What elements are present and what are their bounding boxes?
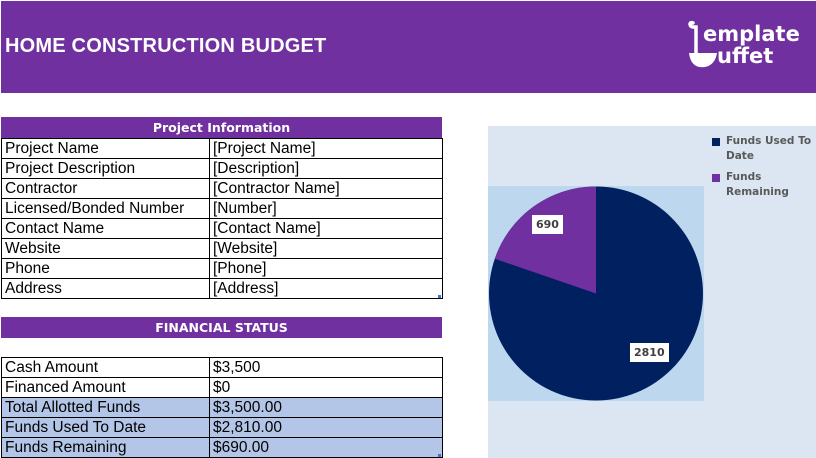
legend-item[interactable]: Funds Used To Date <box>712 134 816 164</box>
legend-label: Funds Remaining <box>726 171 789 198</box>
header-banner: HOME CONSTRUCTION BUDGET emplate uffet <box>1 1 816 93</box>
table-row: Phone [Phone] <box>1 258 443 279</box>
row-label: Funds Remaining <box>1 437 210 458</box>
row-label: Contractor <box>1 178 210 199</box>
row-value[interactable]: [Website] <box>209 238 443 259</box>
ladle-icon <box>688 20 717 68</box>
row-value[interactable]: [Contractor Name] <box>209 178 443 199</box>
row-label: Address <box>1 278 210 299</box>
row-value[interactable]: [Number] <box>209 198 443 219</box>
table-row: Total Allotted Funds $3,500.00 <box>1 397 443 418</box>
row-value[interactable]: $3,500 <box>209 357 443 378</box>
financial-status-header: FINANCIAL STATUS <box>1 317 442 338</box>
logo-line-1: emplate <box>703 22 800 46</box>
project-info-table: Project Name [Project Name] Project Descr… <box>1 138 443 299</box>
table-row: Contact Name [Contact Name] <box>1 218 443 239</box>
table-row: Project Name [Project Name] <box>1 138 443 159</box>
table-row: Financed Amount $0 <box>1 377 443 398</box>
row-label: Total Allotted Funds <box>1 397 210 418</box>
page-title: HOME CONSTRUCTION BUDGET <box>5 35 327 57</box>
table-resize-handle[interactable] <box>438 454 441 457</box>
row-label: Funds Used To Date <box>1 417 210 438</box>
row-value[interactable]: $3,500.00 <box>209 397 443 418</box>
table-row: Address [Address] <box>1 278 443 299</box>
financial-status-table: Cash Amount $3,500 Financed Amount $0 Tota… <box>1 357 443 458</box>
data-label-used: 2810 <box>630 343 669 362</box>
row-label: Financed Amount <box>1 377 210 398</box>
pie <box>489 186 703 401</box>
row-label: Cash Amount <box>1 357 210 378</box>
legend-label: Funds Used To Date <box>726 135 812 162</box>
table-row: Funds Remaining $690.00 <box>1 437 443 458</box>
project-info-header: Project Information <box>1 117 442 138</box>
row-value[interactable]: $690.00 <box>209 437 443 458</box>
row-value[interactable]: [Contact Name] <box>209 218 443 239</box>
row-value[interactable]: [Phone] <box>209 258 443 279</box>
row-value[interactable]: $2,810.00 <box>209 417 443 438</box>
row-value[interactable]: [Description] <box>209 158 443 179</box>
legend-swatch <box>712 138 720 146</box>
legend-item[interactable]: Funds Remaining <box>712 170 816 200</box>
chart-legend: Funds Used To Date Funds Remaining <box>712 134 816 206</box>
data-label-remaining: 690 <box>532 215 563 234</box>
row-label: Licensed/Bonded Number <box>1 198 210 219</box>
plot-area: 690 2810 <box>488 186 704 401</box>
row-value[interactable]: [Address] <box>209 278 443 299</box>
legend-swatch <box>712 174 720 182</box>
table-row: Funds Used To Date $2,810.00 <box>1 417 443 438</box>
funds-pie-chart[interactable]: 690 2810 Funds Used To Date Funds Remain… <box>488 126 816 458</box>
row-value[interactable]: $0 <box>209 377 443 398</box>
row-label: Contact Name <box>1 218 210 239</box>
row-label: Website <box>1 238 210 259</box>
table-row: Cash Amount $3,500 <box>1 357 443 378</box>
table-row: Contractor [Contractor Name] <box>1 178 443 199</box>
row-label: Project Description <box>1 158 210 179</box>
slice-funds-remaining[interactable] <box>494 186 596 294</box>
table-resize-handle[interactable] <box>438 295 441 298</box>
table-row: Licensed/Bonded Number [Number] <box>1 198 443 219</box>
table-row: Website [Website] <box>1 238 443 259</box>
row-label: Phone <box>1 258 210 279</box>
logo-line-2: uffet <box>717 44 774 68</box>
template-buffet-logo: emplate uffet <box>687 17 811 73</box>
row-label: Project Name <box>1 138 210 159</box>
row-value[interactable]: [Project Name] <box>209 138 443 159</box>
table-row: Project Description [Description] <box>1 158 443 179</box>
